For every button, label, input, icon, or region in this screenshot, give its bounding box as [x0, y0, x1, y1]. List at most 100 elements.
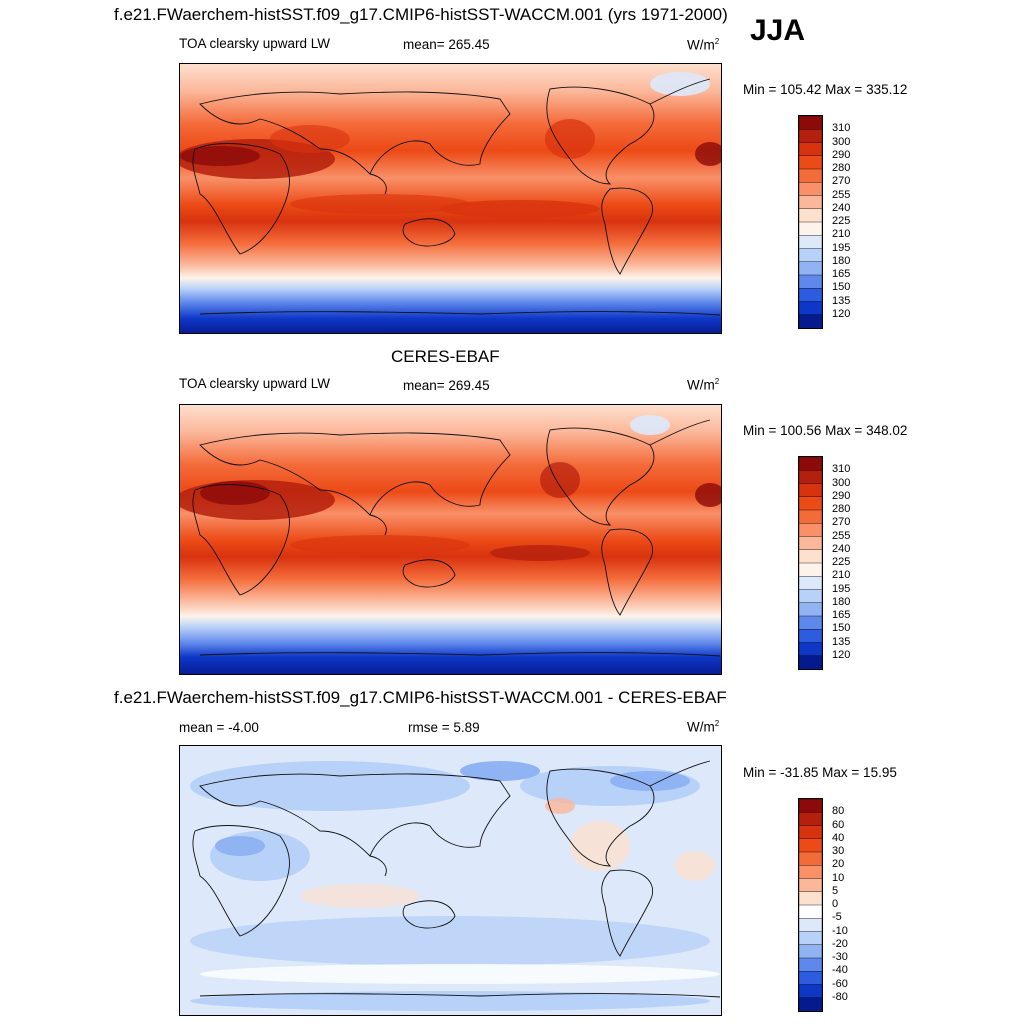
colorbar-label: 310 [832, 463, 851, 476]
panel2-minmax: Min = 100.56 Max = 348.02 [743, 423, 908, 438]
colorbar-swatch [799, 655, 822, 669]
colorbar-label: 120 [832, 307, 851, 320]
panel3-map [179, 745, 722, 1016]
colorbar-swatch [799, 562, 822, 577]
panel3-units: W/m2 [687, 719, 720, 735]
colorbar-swatch [799, 944, 822, 959]
colorbar-label: 20 [832, 858, 845, 871]
colorbar-swatch [799, 957, 822, 972]
colorbar-swatch [799, 155, 822, 170]
colorbar-label: 150 [832, 281, 851, 294]
colorbar-swatch [799, 301, 822, 316]
colorbar-swatch [799, 457, 822, 471]
colorbar-swatch [799, 602, 822, 617]
colorbar-label: 300 [832, 476, 851, 489]
colorbar-swatch [799, 865, 822, 880]
colorbar-swatch [799, 314, 822, 328]
panel2-map [179, 404, 722, 675]
colorbar-label: 40 [832, 831, 845, 844]
panel1-colorbar [798, 115, 823, 329]
colorbar-label: -20 [832, 937, 848, 950]
colorbar-swatch [799, 288, 822, 303]
colorbar-swatch [799, 838, 822, 853]
colorbar-swatch [799, 576, 822, 591]
colorbar-label: 80 [832, 805, 845, 818]
colorbar-label: 240 [832, 542, 851, 555]
panel3-colorbar-swatches [799, 799, 822, 1011]
season-label: JJA [750, 14, 806, 47]
colorbar-swatch [799, 536, 822, 551]
colorbar-swatch [799, 274, 822, 289]
colorbar-label: 300 [832, 135, 851, 148]
colorbar-swatch [799, 483, 822, 498]
panel1-variable-label: TOA clearsky upward LW [179, 36, 331, 51]
colorbar-label: 290 [832, 148, 851, 161]
colorbar-swatch [799, 851, 822, 866]
colorbar-label: 135 [832, 635, 851, 648]
colorbar-swatch [799, 825, 822, 840]
panel1-units: W/m2 [687, 37, 720, 53]
colorbar-label: 255 [832, 529, 851, 542]
colorbar-label: 280 [832, 162, 851, 174]
colorbar-label: 150 [832, 622, 851, 635]
colorbar-label: -80 [832, 990, 848, 1003]
colorbar-label: -40 [832, 964, 848, 977]
colorbar-swatch [799, 971, 822, 986]
panel1-map [179, 63, 722, 334]
panel2-variable-label: TOA clearsky upward LW [179, 376, 331, 391]
colorbar-swatch [799, 997, 822, 1011]
panel3-title: f.e21.FWaerchem-histSST.f09_g17.CMIP6-hi… [114, 688, 727, 707]
colorbar-label: 180 [832, 595, 851, 608]
colorbar-label: 280 [832, 503, 851, 515]
colorbar-swatch [799, 142, 822, 157]
colorbar-swatch [799, 129, 822, 144]
colorbar-swatch [799, 523, 822, 538]
panel2-colorbar-swatches [799, 457, 822, 669]
colorbar-label: 210 [832, 569, 851, 582]
colorbar-swatch [799, 799, 822, 813]
colorbar-label: -30 [832, 951, 848, 963]
panel1-minmax: Min = 105.42 Max = 335.12 [743, 82, 908, 97]
colorbar-swatch [799, 918, 822, 933]
colorbar-label: 210 [832, 228, 851, 241]
colorbar-label: 165 [832, 609, 851, 621]
panel2-title: CERES-EBAF [391, 347, 500, 366]
colorbar-swatch [799, 221, 822, 236]
colorbar-swatch [799, 208, 822, 223]
colorbar-swatch [799, 509, 822, 524]
colorbar-label: 310 [832, 122, 851, 135]
colorbar-swatch [799, 116, 822, 130]
colorbar-label: 195 [832, 241, 851, 254]
colorbar-swatch [799, 470, 822, 485]
colorbar-label: 60 [832, 818, 845, 831]
colorbar-swatch [799, 878, 822, 893]
panel2-colorbar [798, 456, 823, 670]
colorbar-label: 225 [832, 556, 851, 568]
colorbar-label: 135 [832, 294, 851, 307]
colorbar-label: 10 [832, 871, 845, 884]
colorbar-label: 255 [832, 188, 851, 201]
colorbar-label: 290 [832, 489, 851, 502]
panel1-map-field [180, 64, 721, 333]
colorbar-label: 5 [832, 884, 839, 897]
colorbar-label: 270 [832, 516, 851, 529]
colorbar-label: 240 [832, 201, 851, 214]
colorbar-swatch [799, 931, 822, 946]
colorbar-label: 165 [832, 268, 851, 280]
colorbar-label: -5 [832, 911, 842, 924]
colorbar-swatch [799, 629, 822, 644]
colorbar-label: 225 [832, 215, 851, 227]
colorbar-label: -60 [832, 977, 848, 990]
colorbar-swatch [799, 248, 822, 263]
colorbar-swatch [799, 195, 822, 210]
colorbar-swatch [799, 904, 822, 919]
colorbar-swatch [799, 182, 822, 197]
colorbar-swatch [799, 261, 822, 276]
colorbar-swatch [799, 642, 822, 657]
colorbar-swatch [799, 496, 822, 511]
colorbar-swatch [799, 235, 822, 250]
colorbar-label: 0 [832, 898, 839, 910]
panel3-mean-label: mean = -4.00 [179, 720, 259, 735]
colorbar-label: -10 [832, 924, 848, 937]
colorbar-swatch [799, 589, 822, 604]
